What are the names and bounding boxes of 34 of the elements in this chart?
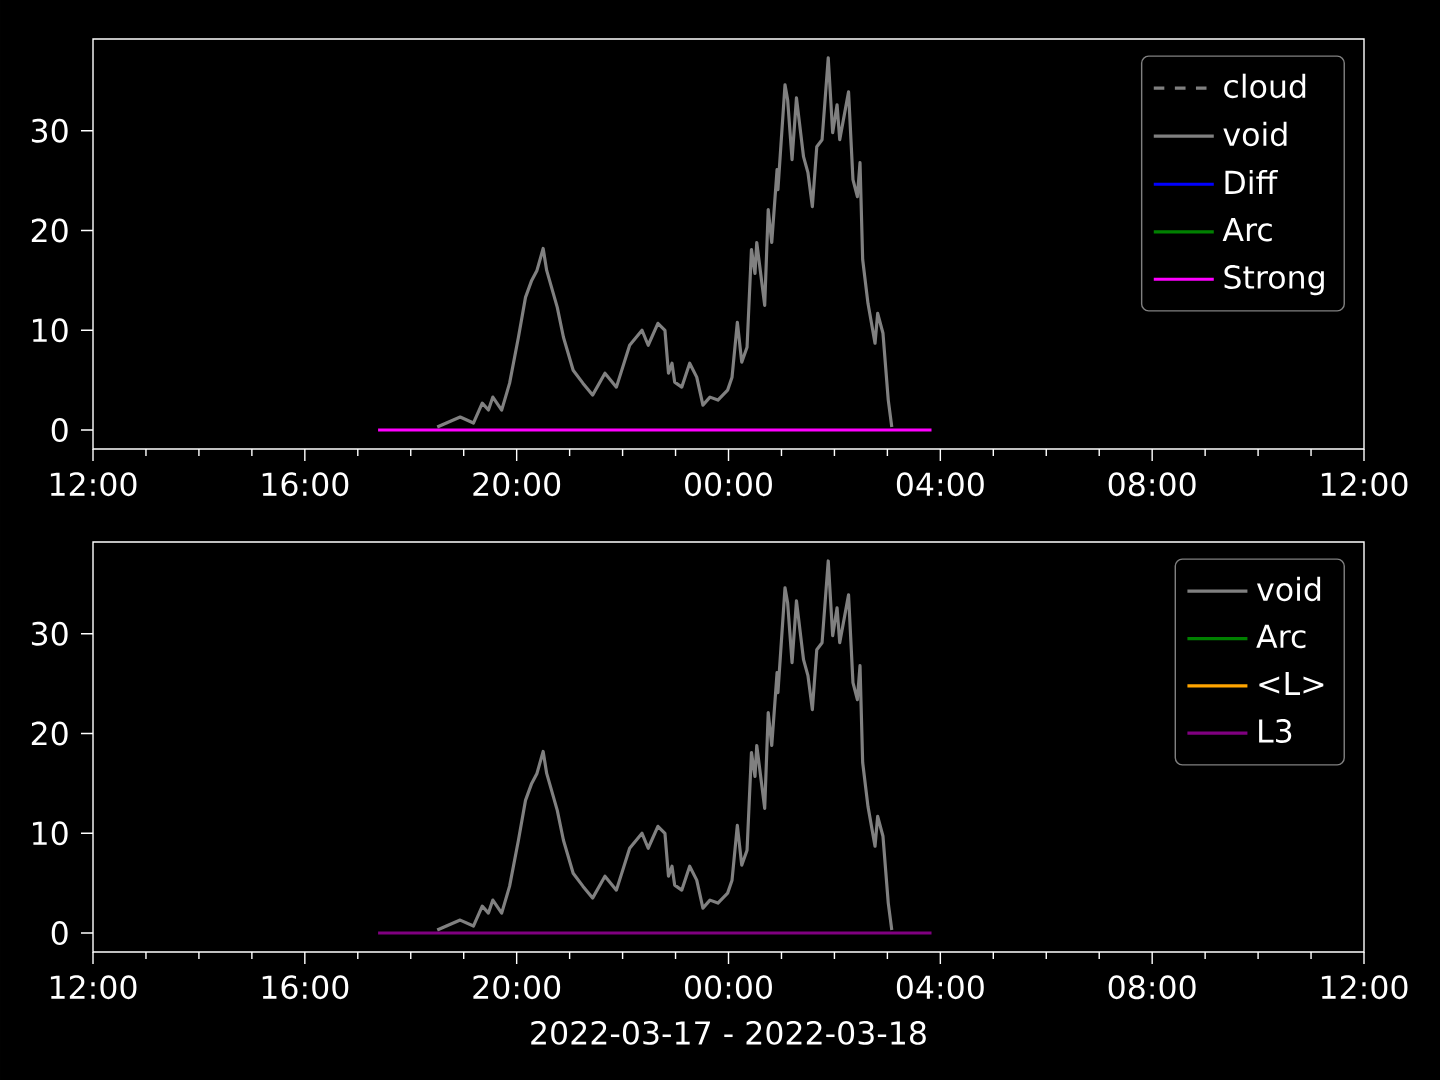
line-series: [435, 56, 894, 429]
y-tick-label: 20: [31, 218, 68, 243]
y-tick-label: 20: [31, 721, 68, 746]
x-tick-label: 00:00: [685, 975, 772, 1000]
x-tick-label: 20:00: [473, 975, 561, 1000]
legend-label: Arc: [1256, 624, 1306, 649]
y-tick-label: 10: [32, 821, 68, 846]
x-tick-label: 12:00: [50, 975, 137, 1000]
y-tick-label: 30: [31, 118, 68, 143]
x-tick-label: 20:00: [473, 472, 561, 497]
x-tick-label: 16:00: [262, 472, 349, 497]
x-tick-label: 12:00: [1321, 975, 1408, 1000]
legend-label: <L>: [1259, 671, 1324, 695]
x-tick-label: 16:00: [262, 975, 349, 1000]
legend-label: Strong: [1224, 265, 1324, 296]
x-tick-label: 08:00: [1108, 472, 1196, 497]
x-tick-label: 12:00: [50, 472, 137, 497]
line-series: [435, 559, 894, 932]
legend-label: Arc: [1222, 218, 1272, 242]
legend-label: L3: [1259, 719, 1292, 743]
x-tick-label: 00:00: [685, 472, 772, 497]
y-tick-label: 0: [51, 921, 68, 945]
legend-label: void: [1256, 576, 1321, 602]
x-tick-label: 04:00: [896, 472, 984, 497]
legend-label: cloud: [1224, 73, 1306, 99]
x-axis-title: 2022-03-17 - 2022-03-18: [531, 1020, 926, 1045]
x-tick-label: 04:00: [896, 975, 984, 1000]
x-tick-label: 08:00: [1108, 975, 1196, 1000]
x-tick-label: 12:00: [1321, 472, 1408, 497]
y-tick-label: 30: [31, 621, 68, 646]
legend-label: void: [1223, 121, 1287, 147]
y-tick-label: 10: [32, 318, 68, 343]
y-tick-label: 0: [51, 418, 68, 442]
legend-label: Diff: [1225, 169, 1278, 194]
